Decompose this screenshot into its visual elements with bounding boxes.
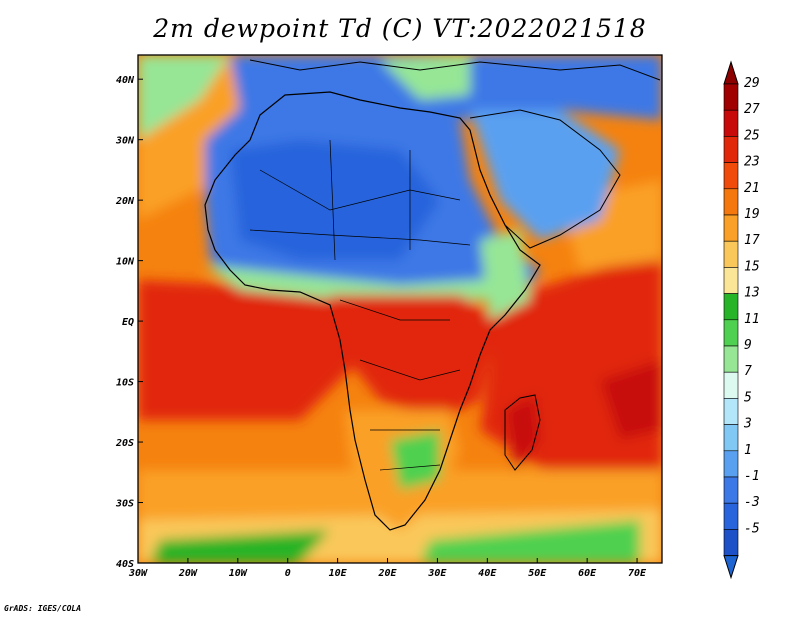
colorbar-swatch [723,345,739,373]
lat-label: 10S [116,378,134,389]
lat-label: 40S [116,559,134,570]
lon-label: 20W [178,568,198,579]
country-borders [249,139,471,471]
colorbar-label: 23 [744,155,760,170]
map-title: 2m dewpoint Td (C) VT:2022021518 [153,14,647,43]
colorbar-label: 27 [744,102,760,117]
colorbar-label: 21 [744,181,760,196]
africa-coastline [204,91,541,531]
colorbar-swatch [723,398,739,425]
colorbar-swatch [723,476,739,504]
colorbar-label: 3 [743,417,752,432]
colorbar-label: 15 [744,259,760,274]
lon-label: 30W [128,568,148,579]
lon-label: 40E [478,568,497,579]
colorbar-label: 11 [744,312,760,327]
lon-label: 10W [229,568,248,579]
lat-label: 40N [116,75,135,86]
colorbar-swatch [723,162,739,190]
colorbar-swatch [723,83,739,111]
lat-label: 20N [115,196,135,207]
colorbar-label: 5 [744,390,752,405]
lat-label: 30N [115,136,135,147]
colorbar-label: 1 [744,443,752,458]
colorbar-label: -1 [744,469,760,484]
colorbar-swatch [723,502,739,530]
colorbar-label: -3 [744,495,760,510]
lon-label: 0 [285,568,291,579]
lat-label: 20S [115,438,134,449]
lon-label: 10E [329,568,348,579]
colorbar-swatch [723,109,739,137]
colorbar-label: 7 [744,364,752,379]
grads-credit: GrADS: IGES/COLA [4,604,82,613]
arabia-coastline [469,109,621,249]
colorbar-swatch [723,214,739,242]
colorbar-label: 13 [744,286,760,301]
colorbar-swatch [723,319,739,347]
colorbar-swatch [723,240,739,268]
lon-label: 30E [427,568,447,579]
lon-label: 70E [628,568,647,579]
colorbar-swatch [723,450,739,478]
madagascar-coastline [504,394,541,471]
colorbar-label: -5 [744,521,760,536]
colorbar-label: 29 [744,76,760,91]
colorbar-swatch [723,424,739,452]
plot-frame [137,54,663,564]
lat-label: 30S [115,499,134,510]
lon-label: 20E [377,568,397,579]
europe-coastline [249,59,661,81]
colorbar-swatch [723,136,739,163]
colorbar-bottom-arrow [723,555,739,580]
colorbar-swatch [723,188,739,216]
colorbar-label: 25 [744,128,760,143]
colorbar-label: 19 [744,207,760,222]
colorbar-swatch [723,293,739,321]
lon-label: 60E [578,568,597,579]
colorbar-swatch [723,529,739,556]
lat-label: EQ [122,317,134,328]
lat-label: 10N [116,257,135,268]
lon-label: 50E [528,568,547,579]
colorbar-swatch [723,371,739,399]
colorbar-swatch [723,267,739,294]
colorbar-label: 9 [744,338,752,353]
colorbar-top-arrow [723,60,739,85]
colorbar-label: 17 [744,233,760,248]
